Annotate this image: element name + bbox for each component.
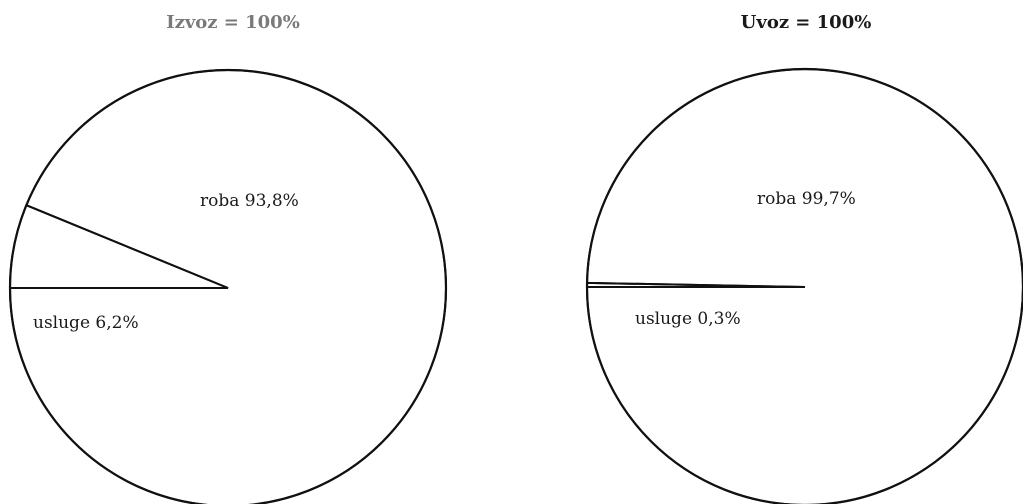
pie-slice-izvoz-roba [8,68,447,504]
pie-slices-izvoz [8,68,447,504]
chart-title-uvoz: Uvoz = 100% [741,12,872,33]
chart-title-izvoz: Izvoz = 100% [166,12,300,33]
slice-label-usluge-izvoz: usluge 6,2% [33,313,139,333]
slice-label-roba-uvoz: roba 99,7% [757,189,856,209]
slice-label-usluge-uvoz: usluge 0,3% [635,309,741,329]
slice-label-roba-izvoz: roba 93,8% [200,191,299,211]
chart-uvoz: Uvoz = 100% roba 99,7% usluge 0,3% [585,12,1023,504]
chart-izvoz: Izvoz = 100% roba 93,8% usluge 6,2% [8,12,448,504]
